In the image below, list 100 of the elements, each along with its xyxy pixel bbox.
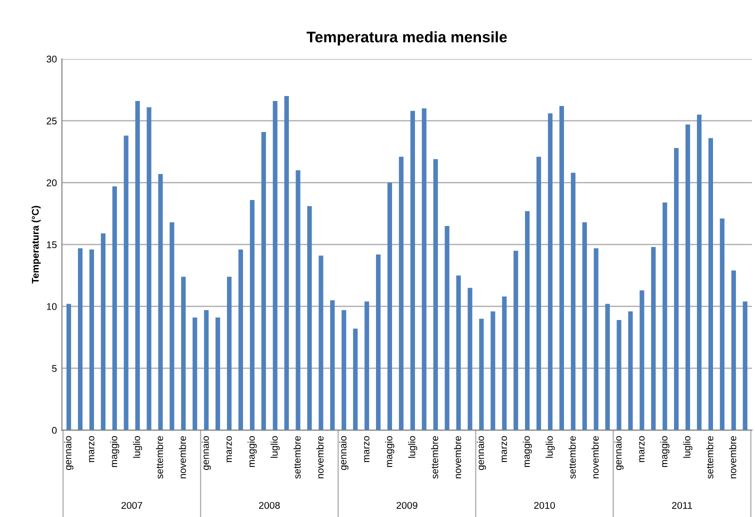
bar — [342, 310, 346, 430]
x-tick-label: gennaio — [476, 436, 486, 470]
x-tick-label: gennaio — [339, 436, 348, 470]
bar — [720, 218, 724, 430]
bar — [433, 159, 438, 430]
bar — [204, 310, 209, 430]
y-tick-label: 25 — [46, 118, 57, 124]
bar — [570, 172, 576, 430]
x-tick-label: maggio — [248, 436, 257, 467]
bar — [582, 222, 587, 430]
bar — [674, 148, 679, 430]
text: 2011 — [672, 502, 692, 509]
x-tick-label: luglio — [683, 436, 692, 458]
bar — [708, 138, 714, 430]
x-tick-label: luglio — [270, 436, 280, 458]
bar — [272, 101, 278, 430]
x-tick-label: gennaio — [202, 436, 211, 470]
x-tick-label: luglio — [408, 436, 418, 458]
y-axis-title: Temperatura (°C) — [32, 206, 41, 284]
x-tick-label: novembre — [729, 436, 736, 478]
bar — [226, 276, 232, 430]
bar — [628, 311, 633, 430]
bar — [651, 247, 656, 430]
text: 2010 — [534, 502, 555, 509]
x-tick-label: luglio — [133, 436, 142, 458]
bar — [502, 296, 507, 430]
bar — [387, 182, 392, 430]
bar — [307, 206, 312, 430]
bar — [731, 270, 736, 430]
x-tick-label: maggio — [522, 436, 532, 467]
y-tick-label: 5 — [52, 365, 57, 372]
x-tick-label: settembre — [431, 436, 438, 479]
bar — [514, 250, 518, 430]
bar — [181, 276, 186, 430]
x-tick-label: marzo — [639, 436, 645, 462]
bar — [422, 108, 426, 430]
bar — [296, 170, 300, 430]
bar — [284, 96, 289, 430]
x-tick-label: marzo — [226, 436, 232, 462]
bar — [100, 233, 106, 430]
bar — [192, 318, 198, 430]
x-tick-label: settembre — [706, 436, 714, 479]
bar — [170, 222, 174, 430]
bar — [146, 107, 152, 430]
bar — [594, 248, 598, 430]
bar — [525, 211, 530, 430]
bar — [490, 311, 496, 430]
bar — [536, 156, 542, 430]
y-tick-label: 20 — [46, 179, 57, 186]
x-tick-label: maggio — [110, 436, 120, 467]
bar — [742, 301, 748, 430]
text: 2008 — [259, 502, 280, 509]
bar — [662, 202, 668, 430]
x-tick-label: maggio — [660, 436, 670, 467]
bar — [616, 320, 622, 430]
x-tick-label: settembre — [156, 436, 164, 479]
y-tick-label: 10 — [46, 303, 57, 310]
bar — [640, 290, 644, 430]
x-tick-label: gennaio — [64, 436, 74, 470]
x-tick-label: luglio — [546, 436, 555, 458]
x-tick-label: gennaio — [614, 436, 624, 470]
x-tick-label: marzo — [502, 436, 507, 462]
y-tick-label: 30 — [46, 56, 57, 63]
bar — [605, 304, 610, 430]
bar — [696, 114, 702, 430]
x-tick-label: maggio — [385, 436, 394, 467]
bar — [468, 288, 472, 430]
x-tick-label: settembre — [294, 436, 301, 479]
bar — [444, 226, 450, 430]
bar — [330, 300, 335, 430]
x-tick-label: novembre — [178, 436, 186, 478]
bar — [250, 200, 254, 430]
bar — [158, 174, 163, 430]
bar — [559, 106, 564, 430]
bar — [238, 249, 244, 430]
bar — [78, 248, 83, 430]
bar — [479, 318, 484, 430]
bar — [376, 254, 381, 430]
x-tick-label: marzo — [88, 436, 94, 462]
bar — [124, 136, 128, 430]
x-tick-label: novembre — [316, 436, 324, 478]
y-tick-label: 0 — [52, 426, 57, 434]
x-tick-label: novembre — [592, 436, 599, 478]
x-tick-label: novembre — [454, 436, 462, 478]
y-tick-label: 15 — [46, 241, 57, 248]
bar — [456, 275, 461, 430]
bar — [685, 124, 690, 430]
bar — [410, 110, 415, 430]
bar — [364, 301, 370, 430]
bar — [353, 328, 358, 430]
bar — [398, 156, 404, 430]
bar — [548, 113, 553, 430]
bar — [66, 304, 72, 430]
bar — [216, 318, 220, 430]
chart-title: Temperatura media mensile — [306, 31, 507, 46]
bar — [89, 249, 94, 430]
bar — [261, 132, 266, 430]
bar — [318, 256, 324, 430]
bar — [135, 101, 140, 430]
x-tick-label: marzo — [364, 436, 370, 462]
